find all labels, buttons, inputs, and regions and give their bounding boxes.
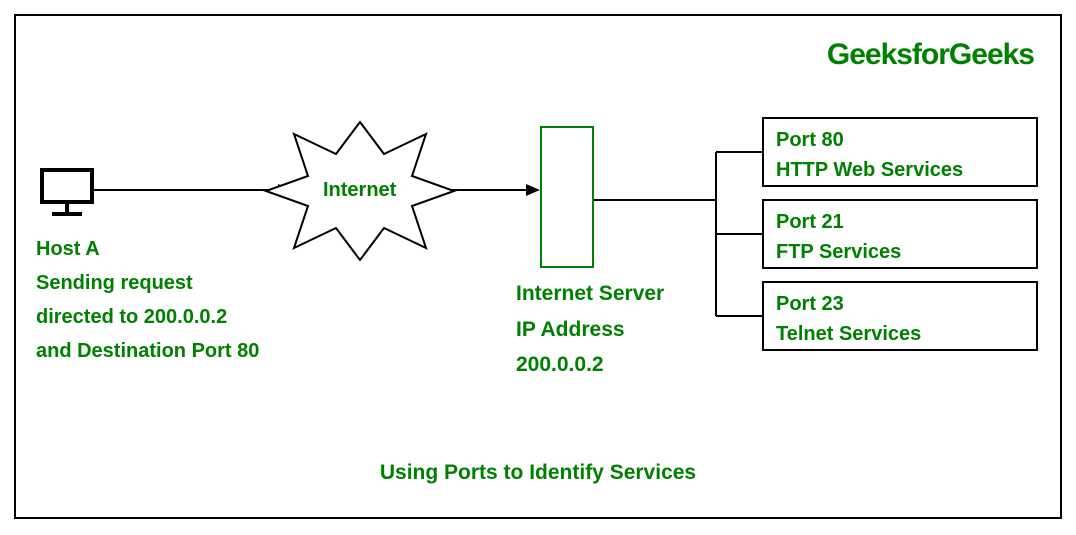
server-line-3: 200.0.0.2 — [516, 347, 664, 383]
diagram-frame: GeeksforGeeks Host A Sending request dir… — [14, 14, 1062, 519]
port-80-desc: HTTP Web Services — [776, 155, 1024, 185]
server-label: Internet Server IP Address 200.0.0.2 — [516, 276, 664, 383]
port-21-title: Port 21 — [776, 207, 1024, 237]
port-box-23: Port 23 Telnet Services — [762, 281, 1038, 351]
host-line-4: and Destination Port 80 — [36, 334, 259, 368]
port-21-desc: FTP Services — [776, 237, 1024, 267]
internet-label: Internet — [323, 179, 396, 202]
port-23-desc: Telnet Services — [776, 319, 1024, 349]
host-label: Host A Sending request directed to 200.0… — [36, 232, 259, 368]
diagram-caption: Using Ports to Identify Services — [16, 461, 1060, 485]
host-line-2: Sending request — [36, 266, 259, 300]
server-box-icon — [540, 126, 594, 268]
server-line-1: Internet Server — [516, 276, 664, 312]
port-80-title: Port 80 — [776, 125, 1024, 155]
host-monitor-icon — [40, 168, 96, 218]
server-line-2: IP Address — [516, 312, 664, 348]
port-23-title: Port 23 — [776, 289, 1024, 319]
port-box-80: Port 80 HTTP Web Services — [762, 117, 1038, 187]
port-box-21: Port 21 FTP Services — [762, 199, 1038, 269]
brand-logo: GeeksforGeeks — [827, 38, 1034, 72]
host-line-1: Host A — [36, 232, 259, 266]
host-line-3: directed to 200.0.0.2 — [36, 300, 259, 334]
